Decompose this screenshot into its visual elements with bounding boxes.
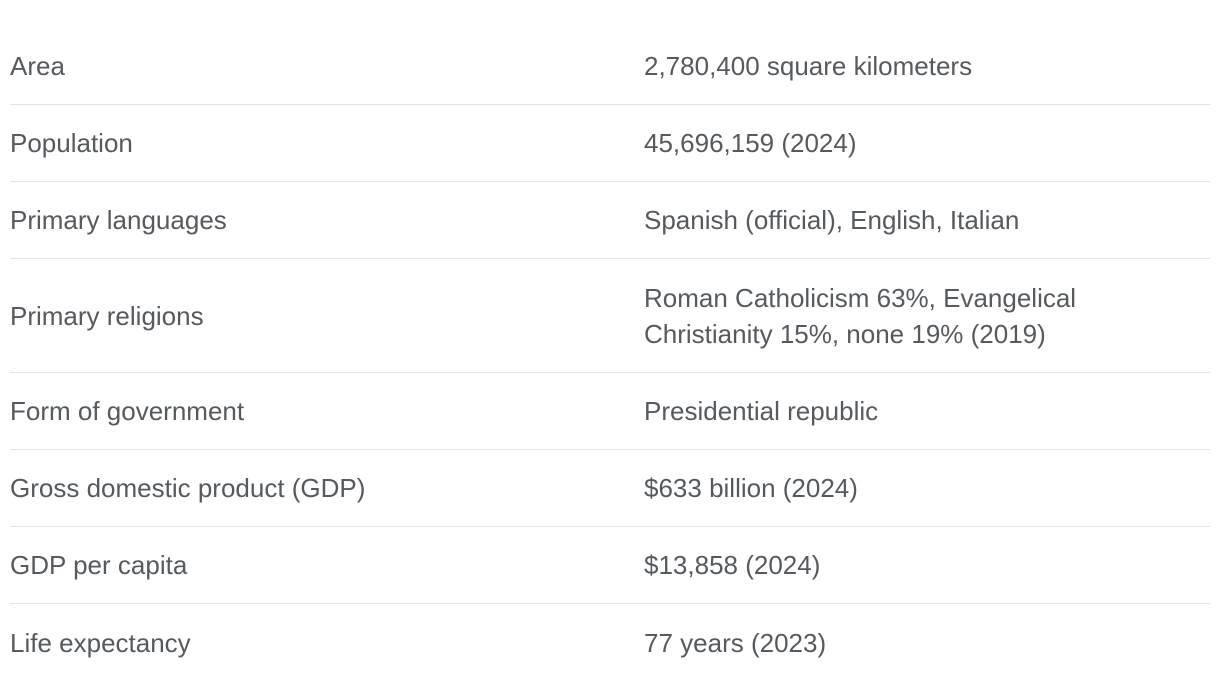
fact-label: Life expectancy	[10, 627, 191, 658]
country-facts-table: Area 2,780,400 square kilometers Populat…	[10, 28, 1210, 681]
fact-label: Form of government	[10, 396, 245, 426]
fact-value: 77 years (2023)	[644, 627, 827, 658]
fact-value: Spanish (official), English, Italian	[644, 205, 1020, 235]
fact-value: 45,696,159 (2024)	[644, 128, 857, 158]
fact-label: GDP per capita	[10, 550, 188, 580]
table-row-gdp: Gross domestic product (GDP) $633 billio…	[10, 450, 1210, 527]
fact-label: Area	[10, 51, 65, 81]
table-row-primary-languages: Primary languages Spanish (official), En…	[10, 182, 1210, 259]
table-row-life-expectancy: Life expectancy 77 years (2023)	[10, 604, 1210, 681]
fact-label: Primary religions	[10, 300, 204, 331]
fact-value: Presidential republic	[644, 396, 879, 426]
fact-value: $13,858 (2024)	[644, 550, 821, 580]
fact-label: Primary languages	[10, 205, 227, 235]
fact-label: Gross domestic product (GDP)	[10, 473, 366, 503]
table-row-primary-religions: Primary religions Roman Catholicism 63%,…	[10, 259, 1210, 373]
fact-value: Roman Catholicism 63%, Evangelical Chris…	[644, 282, 1077, 349]
table-row-gdp-per-capita: GDP per capita $13,858 (2024)	[10, 527, 1210, 604]
table-row-area: Area 2,780,400 square kilometers	[10, 28, 1210, 105]
table-row-form-of-government: Form of government Presidential republic	[10, 373, 1210, 450]
fact-value: 2,780,400 square kilometers	[644, 51, 973, 81]
fact-label: Population	[10, 128, 133, 158]
fact-value: $633 billion (2024)	[644, 473, 858, 503]
table-row-population: Population 45,696,159 (2024)	[10, 105, 1210, 182]
